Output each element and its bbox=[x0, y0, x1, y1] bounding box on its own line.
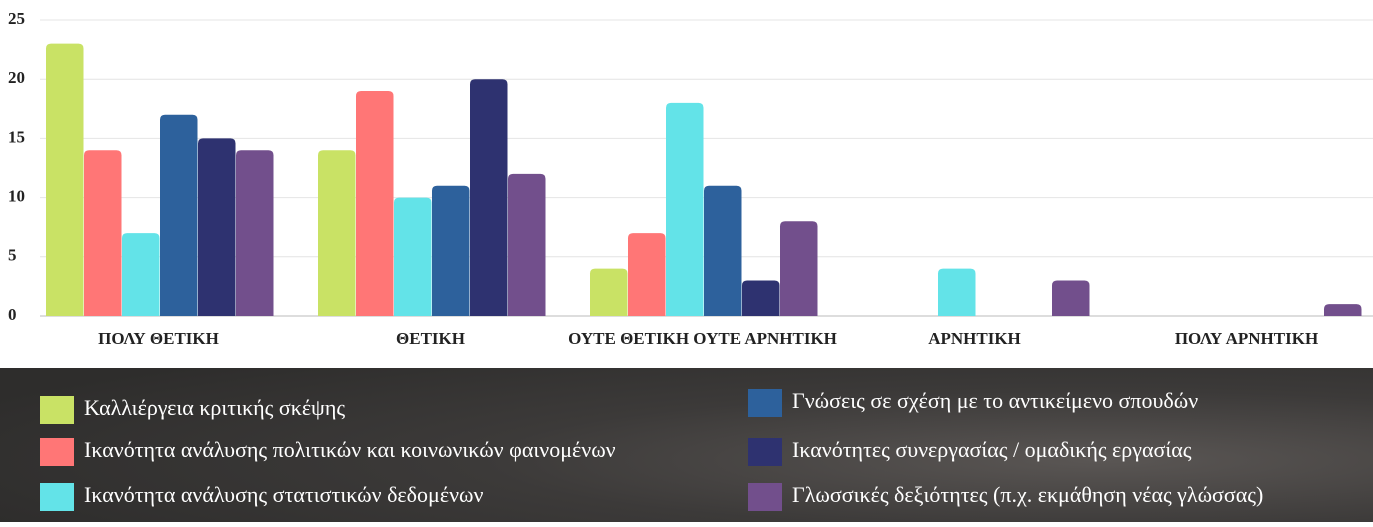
bar bbox=[470, 79, 508, 316]
y-tick-label: 15 bbox=[8, 127, 25, 146]
bar bbox=[1052, 280, 1090, 316]
legend: Καλλιέργεια κριτικής σκέψης Ικανότητα ανά… bbox=[40, 388, 1263, 511]
bar bbox=[704, 185, 742, 316]
bar bbox=[780, 221, 818, 316]
legend-swatch bbox=[748, 389, 782, 417]
bar bbox=[198, 138, 236, 316]
bar bbox=[356, 91, 394, 316]
y-tick-label: 20 bbox=[8, 68, 25, 87]
legend-label: Γνώσεις σε σχέση με το αντικείμενο σπουδ… bbox=[792, 388, 1198, 413]
bar bbox=[432, 185, 470, 316]
bar bbox=[666, 102, 704, 316]
legend-label: Ικανότητα ανάλυσης πολιτικών και κοινωνι… bbox=[84, 437, 616, 462]
legend-swatch bbox=[40, 396, 74, 424]
legend-label: Γλωσσικές δεξιότητες (π.χ. εκμάθηση νέας… bbox=[792, 482, 1263, 507]
plot-area: 0 5 10 15 20 25 ΠΟΛΥ ΘΕΤΙΚΗ ΘΕΤΙΚΗ ΟΥΤΕ ΘΕΤΙΚΗ Ο… bbox=[8, 9, 1373, 348]
legend-label: Ικανότητες συνεργασίας / ομαδικής εργασί… bbox=[792, 437, 1192, 462]
bar bbox=[318, 150, 356, 316]
bar bbox=[590, 268, 628, 316]
bar bbox=[236, 150, 274, 316]
bar bbox=[1324, 304, 1362, 316]
legend-swatch bbox=[748, 483, 782, 511]
y-tick-label: 0 bbox=[8, 305, 17, 324]
bar bbox=[394, 197, 432, 316]
y-tick-label: 25 bbox=[8, 9, 25, 28]
bar bbox=[122, 233, 160, 316]
x-tick-label: ΠΟΛΥ ΑΡΝΗΤΙΚΗ bbox=[1175, 329, 1318, 348]
legend-swatch bbox=[40, 438, 74, 466]
bar bbox=[628, 233, 666, 316]
y-tick-label: 10 bbox=[8, 187, 25, 206]
bar bbox=[160, 114, 198, 316]
legend-label: Καλλιέργεια κριτικής σκέψης bbox=[84, 395, 345, 420]
x-tick-label: ΠΟΛΥ ΘΕΤΙΚΗ bbox=[98, 329, 219, 348]
x-tick-label: ΘΕΤΙΚΗ bbox=[396, 329, 465, 348]
legend-background bbox=[0, 368, 1373, 522]
bar bbox=[742, 280, 780, 316]
bar bbox=[508, 173, 546, 316]
legend-swatch bbox=[748, 438, 782, 466]
bar bbox=[46, 43, 84, 317]
bar bbox=[938, 268, 976, 316]
legend-swatch bbox=[40, 483, 74, 511]
bar bbox=[84, 150, 122, 316]
legend-label: Ικανότητα ανάλυσης στατιστικών δεδομένων bbox=[84, 482, 484, 507]
x-tick-label: ΑΡΝΗΤΙΚΗ bbox=[928, 329, 1021, 348]
x-tick-label: ΟΥΤΕ ΘΕΤΙΚΗ ΟΥΤΕ ΑΡΝΗΤΙΚΗ bbox=[568, 329, 837, 348]
y-tick-label: 5 bbox=[8, 246, 17, 265]
